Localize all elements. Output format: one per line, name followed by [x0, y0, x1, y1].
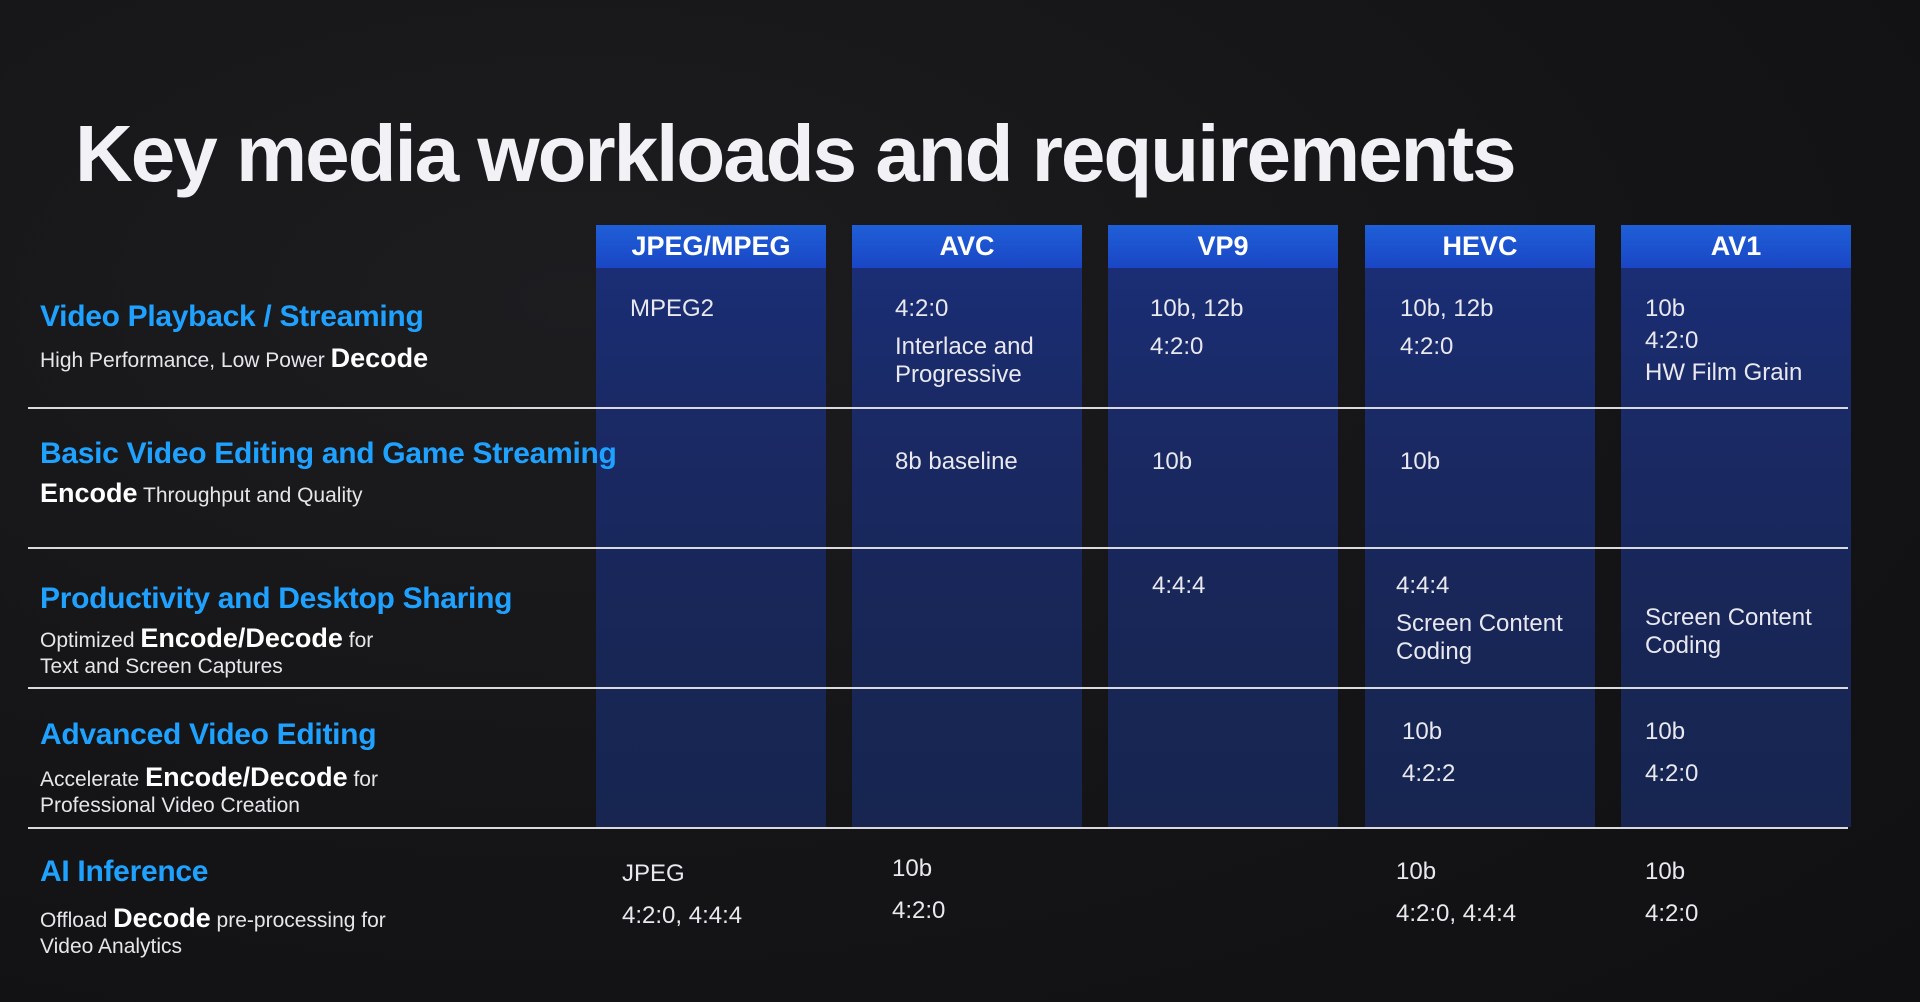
cell-playback-vp9: 10b, 12b 4:2:0 [1150, 295, 1244, 360]
cell-ai-inference-hevc: 10b 4:2:0, 4:4:4 [1396, 858, 1517, 927]
row-subtitle-video-playback: High Performance, Low Power Decode [40, 343, 429, 373]
column-vp9: VP9 [1108, 225, 1338, 827]
row-title-video-playback: Video Playback / Streaming [40, 300, 424, 333]
row-subtitle-basic-editing: Encode Throughput and Quality [40, 478, 363, 508]
cell-advanced-editing-av1: 10b 4:2:0 [1645, 718, 1699, 787]
cell-ai-inference-avc: 10b 4:2:0 [892, 855, 946, 924]
cell-playback-avc: 4:2:0 Interlace and Progressive [895, 295, 1034, 388]
column-header-hevc: HEVC [1365, 225, 1595, 268]
cell-basic-editing-avc: 8b baseline [895, 448, 1018, 475]
row-divider [28, 547, 1848, 549]
column-header-vp9: VP9 [1108, 225, 1338, 268]
row-subtitle-ai-inference: Offload Decode pre-processing for Video A… [40, 903, 386, 959]
column-header-av1: AV1 [1621, 225, 1851, 268]
row-title-basic-editing: Basic Video Editing and Game Streaming [40, 437, 617, 470]
cell-basic-editing-vp9: 10b [1152, 448, 1193, 475]
cell-basic-editing-hevc: 10b [1400, 448, 1441, 475]
column-avc: AVC [852, 225, 1082, 827]
column-header-jpeg-mpeg: JPEG/MPEG [596, 225, 826, 268]
row-subtitle-productivity: Optimized Encode/Decode for Text and Scre… [40, 623, 374, 679]
cell-ai-inference-av1: 10b 4:2:0 [1645, 858, 1699, 927]
cell-ai-inference-jpeg: JPEG 4:2:0, 4:4:4 [622, 860, 743, 929]
row-subtitle-advanced-editing: Accelerate Encode/Decode for Professional… [40, 762, 378, 818]
cell-playback-av1: 10b 4:2:0 HW Film Grain [1645, 295, 1803, 386]
row-divider [28, 827, 1848, 829]
row-title-productivity: Productivity and Desktop Sharing [40, 582, 513, 615]
column-hevc: HEVC [1365, 225, 1595, 827]
row-divider [28, 687, 1848, 689]
column-jpeg-mpeg: JPEG/MPEG [596, 225, 826, 827]
cell-productivity-av1: Screen Content Coding [1645, 604, 1812, 659]
cell-playback-jpeg: MPEG2 [630, 295, 715, 322]
row-title-ai-inference: AI Inference [40, 855, 209, 888]
cell-playback-hevc: 10b, 12b 4:2:0 [1400, 295, 1494, 360]
row-title-advanced-editing: Advanced Video Editing [40, 718, 377, 751]
column-header-avc: AVC [852, 225, 1082, 268]
column-av1: AV1 [1621, 225, 1851, 827]
row-divider [28, 407, 1848, 409]
cell-advanced-editing-hevc: 10b 4:2:2 [1402, 718, 1456, 787]
cell-productivity-hevc: 4:4:4 Screen Content Coding [1396, 572, 1563, 665]
page-title: Key media workloads and requirements [75, 109, 1517, 198]
cell-productivity-vp9: 4:4:4 [1152, 572, 1206, 599]
